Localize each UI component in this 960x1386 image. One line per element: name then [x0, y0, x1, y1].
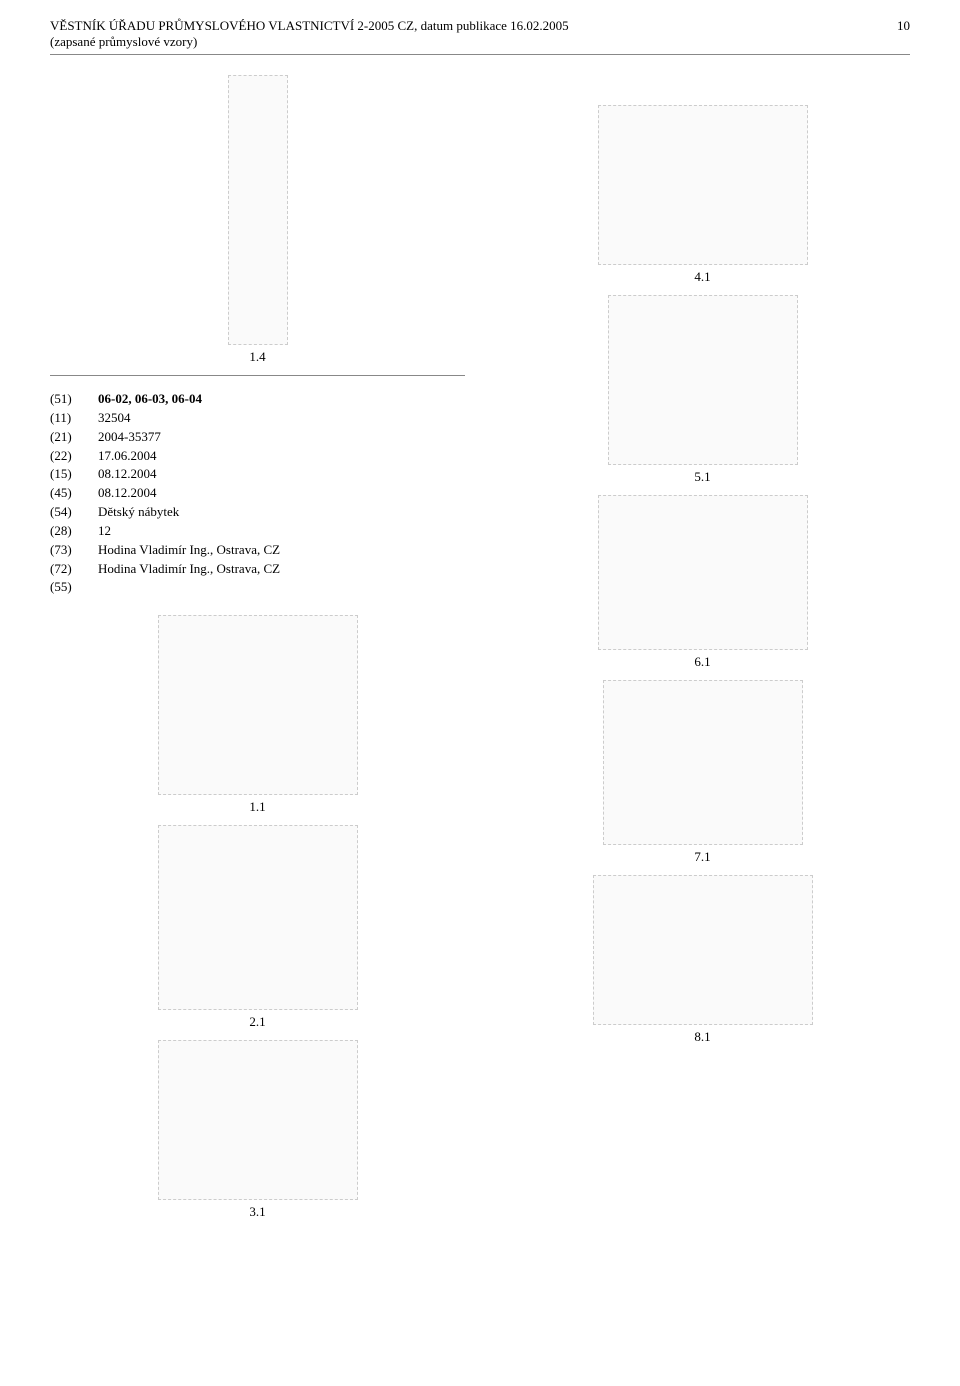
section-divider [50, 375, 465, 376]
biblio-value: 08.12.2004 [98, 465, 465, 484]
figure-5-1: 5.1 [495, 295, 910, 485]
figure-1-4: 1.4 [50, 75, 465, 365]
figure-3-1-caption: 3.1 [249, 1204, 265, 1220]
header-subtitle: (zapsané průmyslové vzory) [50, 34, 880, 50]
biblio-code: (28) [50, 522, 98, 541]
figure-6-1: 6.1 [495, 495, 910, 670]
biblio-row: (11) 32504 [50, 409, 465, 428]
figure-3-1: 3.1 [50, 1040, 465, 1220]
header-title: VĚSTNÍK ÚŘADU PRŮMYSLOVÉHO VLASTNICTVÍ 2… [50, 18, 880, 34]
biblio-code: (21) [50, 428, 98, 447]
biblio-row: (15) 08.12.2004 [50, 465, 465, 484]
left-column: 1.4 (51) 06-02, 06-03, 06-04 (11) 32504 … [50, 75, 465, 1230]
biblio-row: (72) Hodina Vladimír Ing., Ostrava, CZ [50, 560, 465, 579]
biblio-row: (54) Dětský nábytek [50, 503, 465, 522]
biblio-code: (51) [50, 390, 98, 409]
figure-1-4-caption: 1.4 [249, 349, 265, 365]
biblio-row: (28) 12 [50, 522, 465, 541]
figure-4-1-caption: 4.1 [694, 269, 710, 285]
page-header: VĚSTNÍK ÚŘADU PRŮMYSLOVÉHO VLASTNICTVÍ 2… [50, 18, 910, 50]
biblio-code: (22) [50, 447, 98, 466]
figure-1-4-image [228, 75, 288, 345]
biblio-value: Hodina Vladimír Ing., Ostrava, CZ [98, 560, 465, 579]
biblio-value: Hodina Vladimír Ing., Ostrava, CZ [98, 541, 465, 560]
figure-6-1-caption: 6.1 [694, 654, 710, 670]
biblio-row: (55) [50, 578, 465, 597]
page: VĚSTNÍK ÚŘADU PRŮMYSLOVÉHO VLASTNICTVÍ 2… [0, 0, 960, 1270]
biblio-row: (22) 17.06.2004 [50, 447, 465, 466]
biblio-row: (21) 2004-35377 [50, 428, 465, 447]
figure-7-1: 7.1 [495, 680, 910, 865]
biblio-value [98, 578, 465, 597]
figure-7-1-image [603, 680, 803, 845]
biblio-row: (51) 06-02, 06-03, 06-04 [50, 390, 465, 409]
figure-8-1-caption: 8.1 [694, 1029, 710, 1045]
biblio-code: (54) [50, 503, 98, 522]
biblio-value: Dětský nábytek [98, 503, 465, 522]
figure-5-1-caption: 5.1 [694, 469, 710, 485]
figure-7-1-caption: 7.1 [694, 849, 710, 865]
figure-8-1-image [593, 875, 813, 1025]
header-divider [50, 54, 910, 55]
biblio-code: (55) [50, 578, 98, 597]
page-number: 10 [880, 18, 910, 34]
biblio-code: (72) [50, 560, 98, 579]
biblio-value: 17.06.2004 [98, 447, 465, 466]
bibliographic-data: (51) 06-02, 06-03, 06-04 (11) 32504 (21)… [50, 390, 465, 597]
figure-6-1-image [598, 495, 808, 650]
biblio-code: (11) [50, 409, 98, 428]
figure-2-1-image [158, 825, 358, 1010]
header-left: VĚSTNÍK ÚŘADU PRŮMYSLOVÉHO VLASTNICTVÍ 2… [50, 18, 880, 50]
figure-8-1: 8.1 [495, 875, 910, 1045]
right-column: 4.1 5.1 6.1 7.1 8.1 [495, 75, 910, 1230]
figure-1-1: 1.1 [50, 615, 465, 815]
biblio-code: (73) [50, 541, 98, 560]
figure-2-1-caption: 2.1 [249, 1014, 265, 1030]
figure-1-1-caption: 1.1 [249, 799, 265, 815]
content: 1.4 (51) 06-02, 06-03, 06-04 (11) 32504 … [50, 75, 910, 1230]
biblio-row: (45) 08.12.2004 [50, 484, 465, 503]
figure-4-1: 4.1 [495, 105, 910, 285]
biblio-value: 12 [98, 522, 465, 541]
biblio-value: 08.12.2004 [98, 484, 465, 503]
columns: 1.4 (51) 06-02, 06-03, 06-04 (11) 32504 … [50, 75, 910, 1230]
biblio-value: 06-02, 06-03, 06-04 [98, 390, 465, 409]
biblio-code: (45) [50, 484, 98, 503]
figure-1-1-image [158, 615, 358, 795]
figure-4-1-image [598, 105, 808, 265]
spacer [495, 75, 910, 105]
biblio-value: 32504 [98, 409, 465, 428]
biblio-code: (15) [50, 465, 98, 484]
biblio-row: (73) Hodina Vladimír Ing., Ostrava, CZ [50, 541, 465, 560]
figure-5-1-image [608, 295, 798, 465]
figure-2-1: 2.1 [50, 825, 465, 1030]
biblio-value: 2004-35377 [98, 428, 465, 447]
figure-3-1-image [158, 1040, 358, 1200]
